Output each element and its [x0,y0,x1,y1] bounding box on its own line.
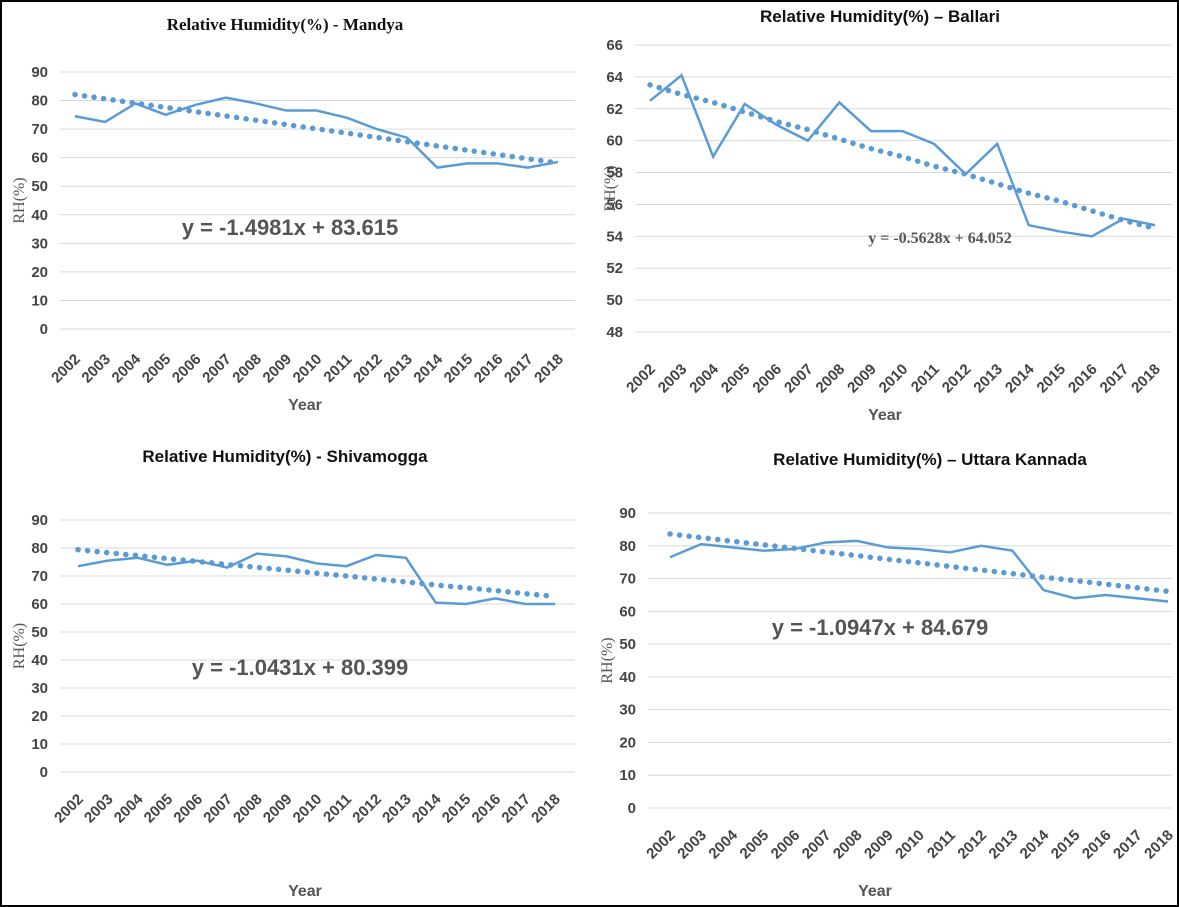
y-tick-label: 40 [31,652,48,669]
y-tick-label: 20 [31,264,48,281]
y-tick-label: 10 [31,736,48,753]
y-tick-label: 70 [31,121,48,138]
y-axis-label: RH(%) [602,165,619,211]
y-tick-label: 70 [31,568,48,585]
y-tick-label: 50 [31,178,48,195]
y-tick-label: 48 [606,324,623,341]
x-axis-label: Year [288,883,322,900]
chart-title: Relative Humidity(%) - Mandya [167,15,404,34]
y-tick-label: 50 [31,624,48,641]
y-tick-label: 80 [619,538,636,555]
y-tick-label: 60 [606,133,623,150]
y-tick-label: 10 [31,292,48,309]
x-axis-label: Year [858,883,892,900]
y-tick-label: 70 [619,571,636,588]
trend-equation: y = -1.0431x + 80.399 [192,655,409,680]
y-tick-label: 56 [606,196,623,213]
y-tick-label: 10 [619,767,636,784]
y-tick-label: 50 [619,636,636,653]
y-tick-label: 30 [31,680,48,697]
chart: Relative Humidity(%) – Uttara Kannada 0 10… [599,450,1177,900]
trend-equation: y = -1.0947x + 84.679 [772,615,989,640]
y-tick-label: 54 [606,228,623,245]
x-axis-label: Year [288,397,322,414]
y-tick-label: 40 [619,669,636,686]
data-line [649,73,1156,238]
y-tick-label: 0 [628,800,636,817]
y-tick-label: 60 [619,603,636,620]
y-axis-label: RH(%) [11,177,28,223]
y-tick-label: 30 [619,702,636,719]
chart: Relative Humidity(%) - Mandya 0 10 20 30 40 50… [11,15,575,414]
trend-equation: y = -1.4981x + 83.615 [182,215,399,240]
y-tick-label: 66 [606,37,623,54]
y-tick-label: 80 [31,540,48,557]
data-line [77,552,555,606]
y-tick-label: 50 [606,292,623,309]
y-tick-label: 90 [31,64,48,81]
y-tick-label: 0 [40,764,48,781]
y-tick-label: 20 [31,708,48,725]
data-line [669,539,1169,603]
y-axis-label: RH(%) [11,623,28,669]
trend-line [75,546,558,600]
chart-title: Relative Humidity(%) – Ballari [760,7,1000,26]
x-axis-label: Year [868,407,902,424]
data-line [74,96,559,169]
trend-line [667,531,1171,595]
y-tick-label: 30 [31,235,48,252]
y-tick-label: 52 [606,260,623,277]
y-tick-label: 62 [606,101,623,118]
chart-title: Relative Humidity(%) – Uttara Kannada [773,450,1087,469]
y-tick-label: 58 [606,165,623,182]
trend-equation: y = -0.5628x + 64.052 [868,230,1012,247]
y-tick-label: 60 [31,596,48,613]
y-tick-label: 90 [31,512,48,529]
chart-title: Relative Humidity(%) - Shivamogga [142,447,428,466]
y-tick-label: 40 [31,207,48,224]
y-tick-label: 0 [40,321,48,338]
y-tick-label: 60 [31,150,48,167]
y-tick-label: 90 [619,505,636,522]
y-tick-label: 20 [619,734,636,751]
y-tick-label: 64 [606,69,623,86]
y-tick-label: 80 [31,93,48,110]
y-axis-label: RH(%) [599,637,616,683]
trend-line [647,82,1158,232]
